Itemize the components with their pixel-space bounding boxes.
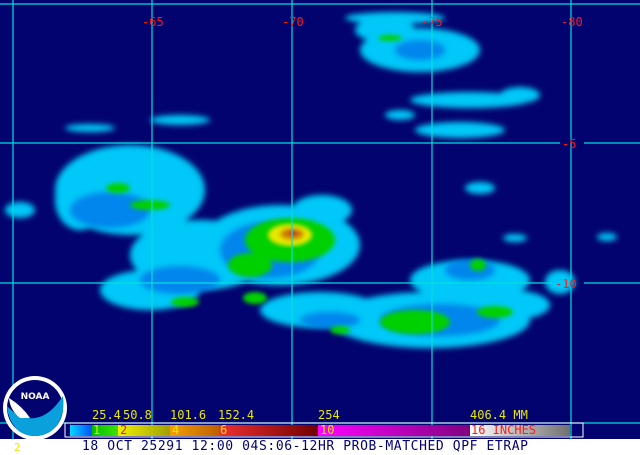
grid-labels: -65 -70 -75 -80 -5 -10 — [142, 15, 583, 291]
caption-text: 18 OCT 25291 12:00 04S:06-12HR PROB-MATC… — [82, 439, 529, 454]
inch-label: 6 — [220, 423, 227, 437]
mm-label: 152.4 — [218, 408, 254, 422]
mm-label: 50.8 — [123, 408, 152, 422]
lon-label-70: -70 — [282, 15, 304, 29]
inch-label: 4 — [172, 423, 179, 437]
precipitation-field — [5, 12, 617, 348]
inch-label: 16 INCHES — [471, 423, 536, 437]
inch-label: 1 — [93, 423, 100, 437]
legend-colorbar — [70, 425, 570, 436]
frame-number: 2 — [14, 441, 21, 454]
lat-label-5: -5 — [562, 137, 576, 151]
mm-label: 25.4 — [92, 408, 121, 422]
inch-label: 2 — [120, 423, 127, 437]
lat-label-10: -10 — [555, 277, 577, 291]
mm-label: 406.4 MM — [470, 408, 528, 422]
lon-label-65: -65 — [142, 15, 164, 29]
inch-label: 10 — [320, 423, 334, 437]
mm-label: 254 — [318, 408, 340, 422]
lon-label-75: -75 — [421, 15, 443, 29]
legend-frame — [64, 422, 584, 438]
noaa-logo-text: NOAA — [21, 392, 50, 402]
caption-bar: 2 18 OCT 25291 12:00 04S:06-12HR PROB-MA… — [0, 439, 640, 455]
legend: 25.4 50.8 101.6 152.4 254 406.4 MM 1 2 4… — [64, 408, 584, 438]
noaa-logo: NOAA — [3, 376, 67, 440]
mm-label: 101.6 — [170, 408, 206, 422]
lon-label-80: -80 — [561, 15, 583, 29]
